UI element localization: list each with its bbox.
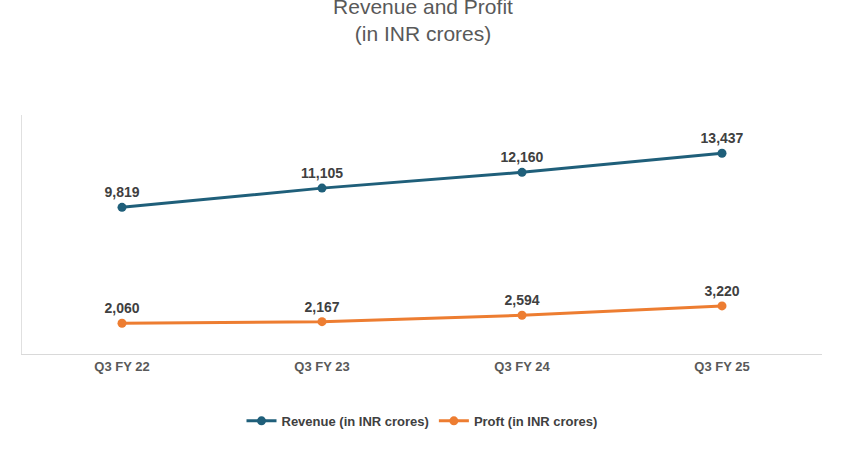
svg-text:Revenue (in INR crores): Revenue (in INR crores) [282,414,429,429]
svg-text:13,437: 13,437 [701,130,744,146]
svg-text:Revenue and Profit(in INR cror: Revenue and Profit(in INR crores) [333,0,513,45]
svg-text:Q3 FY 22: Q3 FY 22 [94,359,149,374]
svg-text:Q3 FY 24: Q3 FY 24 [494,359,550,374]
svg-text:Proft (in INR crores): Proft (in INR crores) [474,414,598,429]
svg-text:11,105: 11,105 [301,165,343,181]
svg-text:12,160: 12,160 [501,149,544,165]
svg-text:2,594: 2,594 [504,292,539,308]
svg-text:9,819: 9,819 [104,184,139,200]
svg-text:Q3 FY 25: Q3 FY 25 [694,359,749,374]
svg-text:Q3 FY 23: Q3 FY 23 [294,359,349,374]
svg-text:2,167: 2,167 [304,299,339,315]
svg-text:2,060: 2,060 [104,300,139,316]
svg-text:3,220: 3,220 [704,283,739,299]
